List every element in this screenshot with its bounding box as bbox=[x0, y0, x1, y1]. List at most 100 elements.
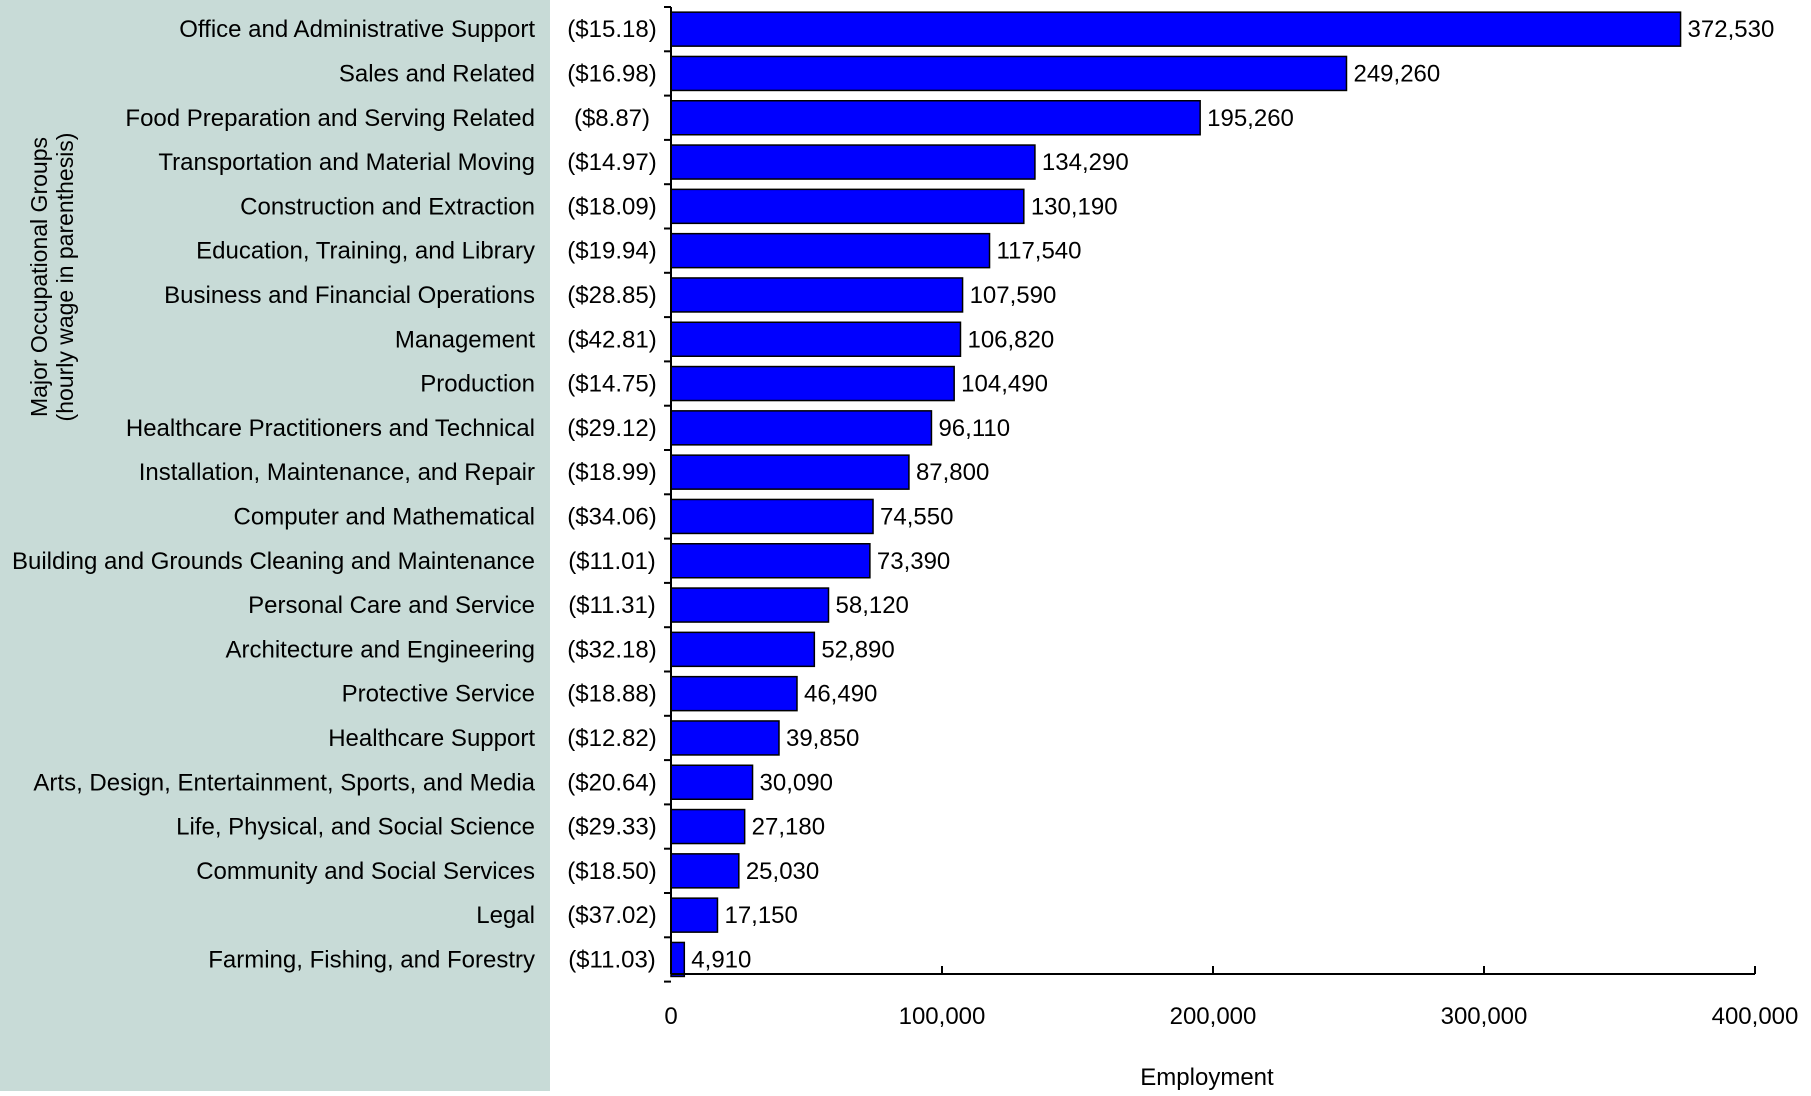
bar bbox=[670, 100, 1201, 136]
bar bbox=[670, 188, 1025, 225]
category-label: Installation, Maintenance, and Repair bbox=[139, 459, 535, 486]
category-label: Food Preparation and Serving Related bbox=[125, 105, 535, 132]
x-axis: 0 100,000 200,000 300,000 400,000 bbox=[664, 6, 1799, 1030]
bar bbox=[670, 808, 746, 845]
bar bbox=[670, 498, 874, 535]
wage-label: ($19.94) bbox=[567, 238, 656, 265]
wage-label: ($28.85) bbox=[567, 282, 656, 309]
category-label: Construction and Extraction bbox=[240, 193, 535, 220]
value-label: 107,590 bbox=[970, 282, 1057, 309]
value-label: 249,260 bbox=[1353, 60, 1440, 87]
label-panel bbox=[0, 0, 550, 1091]
category-label: Computer and Mathematical bbox=[234, 503, 535, 530]
category-label: Community and Social Services bbox=[196, 858, 535, 885]
category-label: Sales and Related bbox=[339, 60, 535, 87]
x-axis-title: Employment bbox=[1140, 1064, 1274, 1091]
wage-label: ($18.99) bbox=[567, 459, 656, 486]
wage-label: ($32.18) bbox=[567, 636, 656, 663]
bars-group: Office and Administrative Support ($15.18… bbox=[12, 11, 1775, 978]
category-label: Personal Care and Service bbox=[248, 592, 535, 619]
x-tick-label: 100,000 bbox=[899, 1003, 986, 1030]
value-label: 25,030 bbox=[746, 858, 819, 885]
value-label: 74,550 bbox=[880, 503, 953, 530]
category-label: Office and Administrative Support bbox=[179, 16, 535, 43]
wage-label: ($15.18) bbox=[567, 16, 656, 43]
category-label: Healthcare Support bbox=[328, 725, 535, 752]
category-label: Production bbox=[420, 371, 535, 398]
value-label: 73,390 bbox=[877, 548, 950, 575]
value-label: 39,850 bbox=[786, 725, 859, 752]
bar bbox=[670, 365, 955, 402]
y-axis-title-line1: Major Occupational Groups bbox=[26, 137, 52, 417]
wage-label: ($11.01) bbox=[568, 548, 656, 575]
value-label: 372,530 bbox=[1688, 16, 1775, 43]
bar bbox=[670, 720, 780, 756]
x-tick-label: 400,000 bbox=[1712, 1003, 1799, 1030]
category-label: Arts, Design, Entertainment, Sports, and… bbox=[33, 769, 535, 796]
value-label: 46,490 bbox=[804, 681, 877, 708]
wage-label: ($18.88) bbox=[567, 681, 656, 708]
wage-label: ($14.97) bbox=[567, 149, 656, 176]
category-label: Life, Physical, and Social Science bbox=[176, 814, 535, 841]
category-label: Architecture and Engineering bbox=[225, 636, 535, 663]
bar bbox=[670, 543, 871, 579]
bar bbox=[670, 55, 1348, 92]
wage-label: ($34.06) bbox=[567, 503, 656, 530]
value-label: 130,190 bbox=[1031, 193, 1118, 220]
bar bbox=[670, 631, 816, 668]
x-tick-label: 0 bbox=[664, 1003, 677, 1030]
bar bbox=[670, 853, 740, 889]
value-label: 195,260 bbox=[1207, 105, 1294, 132]
category-label: Farming, Fishing, and Forestry bbox=[208, 946, 535, 973]
bar bbox=[670, 897, 719, 933]
bar bbox=[670, 11, 1682, 47]
y-axis-title-line2: (hourly wage in parenthesis) bbox=[52, 133, 78, 422]
value-label: 52,890 bbox=[821, 636, 894, 663]
value-label: 4,910 bbox=[691, 946, 751, 973]
bar bbox=[670, 764, 754, 800]
wage-label: ($42.81) bbox=[567, 326, 656, 353]
wage-label: ($29.33) bbox=[567, 814, 656, 841]
bar bbox=[670, 675, 798, 712]
bar bbox=[670, 321, 962, 357]
wage-label: ($18.50) bbox=[567, 858, 656, 885]
category-label: Transportation and Material Moving bbox=[158, 149, 535, 176]
wage-label: ($16.98) bbox=[567, 60, 656, 87]
category-label: Protective Service bbox=[342, 681, 535, 708]
value-label: 104,490 bbox=[961, 371, 1048, 398]
wage-label: ($11.03) bbox=[568, 946, 656, 973]
category-label: Education, Training, and Library bbox=[196, 238, 535, 265]
value-label: 87,800 bbox=[916, 459, 989, 486]
wage-label: ($11.31) bbox=[568, 592, 656, 619]
category-label: Business and Financial Operations bbox=[164, 282, 535, 309]
wage-label: ($18.09) bbox=[567, 193, 656, 220]
bar bbox=[670, 144, 1036, 180]
bar bbox=[670, 941, 686, 978]
value-label: 106,820 bbox=[967, 326, 1054, 353]
bar bbox=[670, 454, 910, 490]
category-label: Building and Grounds Cleaning and Mainte… bbox=[12, 548, 535, 575]
value-label: 134,290 bbox=[1042, 149, 1129, 176]
value-label: 30,090 bbox=[760, 769, 833, 796]
category-label: Healthcare Practitioners and Technical bbox=[126, 415, 535, 442]
value-label: 17,150 bbox=[724, 902, 797, 929]
x-tick-label: 300,000 bbox=[1441, 1003, 1528, 1030]
category-label: Management bbox=[395, 326, 535, 353]
value-label: 117,540 bbox=[997, 238, 1082, 265]
value-label: 27,180 bbox=[752, 814, 825, 841]
bar bbox=[670, 587, 830, 623]
category-label: Legal bbox=[476, 902, 535, 929]
bar bbox=[670, 277, 964, 313]
wage-label: ($14.75) bbox=[567, 371, 656, 398]
x-tick-label: 200,000 bbox=[1170, 1003, 1257, 1030]
bar bbox=[670, 232, 991, 269]
wage-label: ($29.12) bbox=[567, 415, 656, 442]
value-label: 58,120 bbox=[836, 592, 909, 619]
wage-label: ($12.82) bbox=[567, 725, 656, 752]
wage-label: ($8.87) bbox=[574, 105, 650, 132]
value-label: 96,110 bbox=[938, 415, 1010, 442]
bar bbox=[670, 410, 933, 446]
wage-label: ($20.64) bbox=[567, 769, 656, 796]
